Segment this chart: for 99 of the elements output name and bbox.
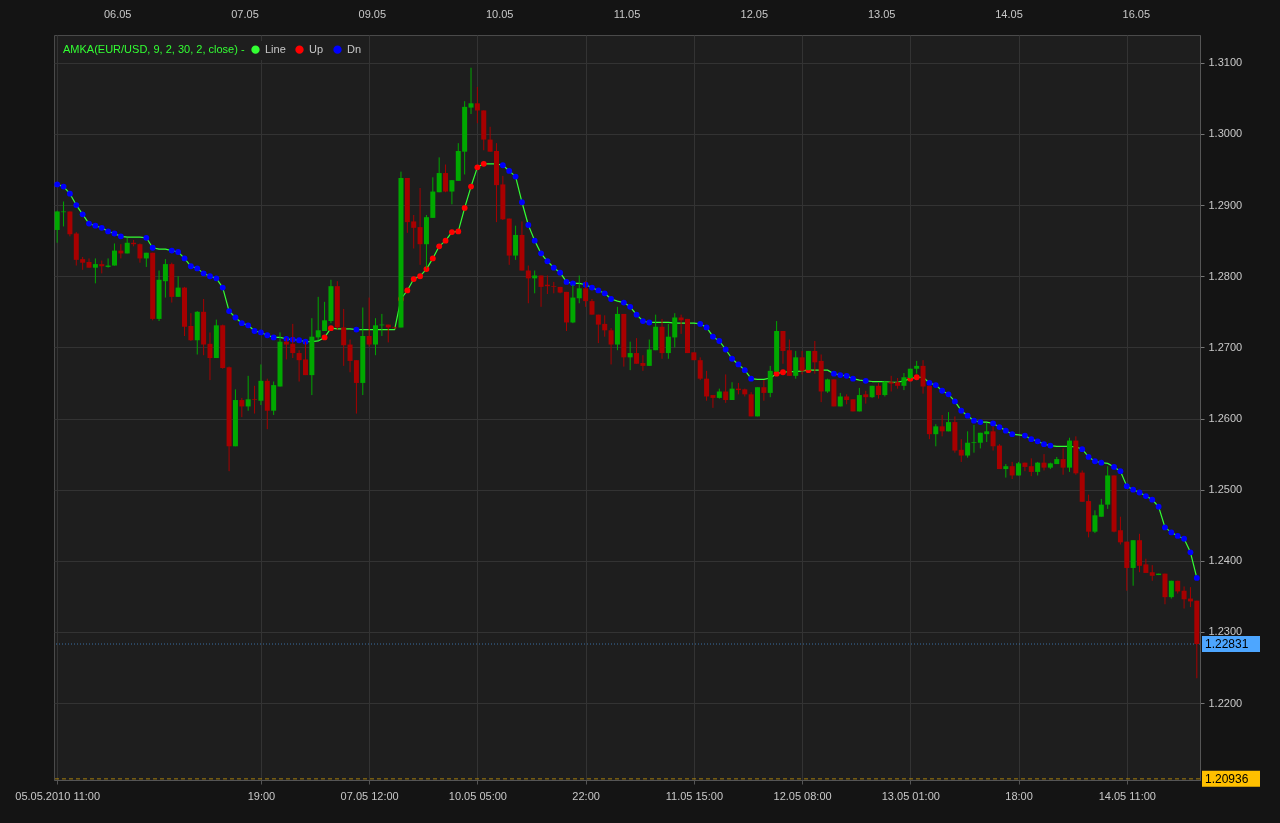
candlestick <box>111 242 117 267</box>
candlestick <box>92 257 98 284</box>
x-tick-label: 18:00 <box>1005 789 1033 802</box>
point <box>474 164 481 171</box>
candlestick <box>245 375 251 412</box>
point <box>480 160 487 167</box>
candlestick <box>608 327 614 365</box>
text: 09.05 <box>358 8 387 20</box>
candlestick <box>239 397 245 418</box>
candlestick <box>137 242 143 264</box>
legend-title: AMKA(EUR/USD, 9, 2, 30, 2, close) - <box>63 43 245 55</box>
point <box>468 183 474 190</box>
point <box>455 228 462 235</box>
y-tick-label: 1.3100 <box>1208 56 1243 69</box>
text: 06.05 <box>103 8 132 20</box>
candlestick <box>175 275 181 298</box>
candlestick <box>996 443 1002 470</box>
candlestick <box>748 391 754 417</box>
legend-label: Up <box>309 42 324 55</box>
x-tick-label: 19:00 <box>247 789 276 802</box>
x-tick-label: 13.05 01:00 <box>881 789 940 802</box>
point <box>404 287 411 294</box>
candlestick <box>697 356 703 381</box>
point <box>913 374 920 381</box>
candlestick <box>665 323 671 360</box>
candlestick <box>373 317 379 356</box>
x-tick-label: 11.05 15:00 <box>665 789 723 802</box>
x-tick-label: 07.05 12:00 <box>340 789 399 802</box>
candlestick <box>252 385 258 415</box>
point <box>780 369 786 376</box>
point <box>429 255 436 262</box>
text: 11.05 <box>613 8 641 20</box>
candlestick <box>646 339 652 367</box>
candlestick <box>67 210 73 237</box>
candlestick <box>799 350 805 375</box>
text: 13.05 <box>867 8 896 20</box>
candlestick <box>901 372 907 391</box>
candlestick <box>468 67 474 115</box>
point <box>442 237 449 244</box>
candlestick <box>723 373 729 404</box>
candlestick <box>474 86 480 124</box>
candlestick <box>449 179 455 205</box>
ref-line-label: 1.22831 <box>1205 637 1249 652</box>
candlestick <box>1041 453 1047 471</box>
candlestick <box>513 225 519 261</box>
y-tick-label: 1.2600 <box>1208 412 1243 425</box>
point <box>449 229 455 236</box>
candlestick <box>958 438 964 463</box>
point <box>410 276 417 282</box>
point <box>328 325 334 332</box>
y-tick-label: 1.2300 <box>1208 625 1243 638</box>
candlestick <box>1162 573 1168 605</box>
candlestick <box>436 156 442 193</box>
candlestick <box>971 424 977 454</box>
y-tick-label: 1.2900 <box>1208 198 1243 211</box>
y-tick-label: 1.2700 <box>1208 340 1243 353</box>
legend-label: Dn <box>347 42 362 55</box>
y-tick-label: 1.2200 <box>1208 696 1243 709</box>
text: 16.05 <box>1122 8 1151 20</box>
y-tick-label: 1.2400 <box>1208 554 1243 567</box>
candlestick <box>525 265 531 304</box>
candlestick <box>933 423 939 447</box>
x-tick-label: 10.05 05:00 <box>448 789 507 802</box>
candlestick <box>812 340 818 375</box>
y-tick-label: 1.2500 <box>1208 483 1243 496</box>
candlestick <box>341 308 347 367</box>
text: 07.05 <box>231 8 259 20</box>
candlestick <box>939 414 945 437</box>
candlestick <box>551 281 557 294</box>
candlestick <box>1181 585 1187 610</box>
candlestick <box>672 312 678 348</box>
x-tick-label: 22:00 <box>572 789 600 802</box>
text: 10.05 <box>485 8 514 20</box>
candlestick <box>761 379 767 402</box>
x-tick-label: 14.05 11:00 <box>1098 789 1156 802</box>
y-tick-label: 1.3000 <box>1208 127 1243 140</box>
candlestick <box>653 314 659 351</box>
candlestick <box>627 341 633 371</box>
point <box>436 243 443 250</box>
candlestick <box>793 350 799 380</box>
x-tick-label: 05.05.2010 11:00 <box>15 789 101 802</box>
candlestick <box>417 187 423 266</box>
point <box>461 205 468 211</box>
candlestick <box>965 430 971 459</box>
candlestick <box>780 330 786 365</box>
point <box>321 334 328 341</box>
point <box>417 273 423 280</box>
candlestick <box>366 297 372 348</box>
candlestick <box>258 363 264 406</box>
text: 12.05 <box>740 8 769 20</box>
ref-line-label: 1.20936 <box>1205 771 1249 786</box>
text: 14.05 <box>995 8 1023 20</box>
x-tick-label: 12.05 08:00 <box>773 789 832 802</box>
y-tick-label: 1.2800 <box>1208 269 1243 282</box>
candlestick <box>576 275 582 304</box>
candlestick <box>1060 447 1066 476</box>
candlestick <box>1092 509 1098 534</box>
candlestick <box>443 164 449 193</box>
legend-label: Line <box>265 42 286 55</box>
